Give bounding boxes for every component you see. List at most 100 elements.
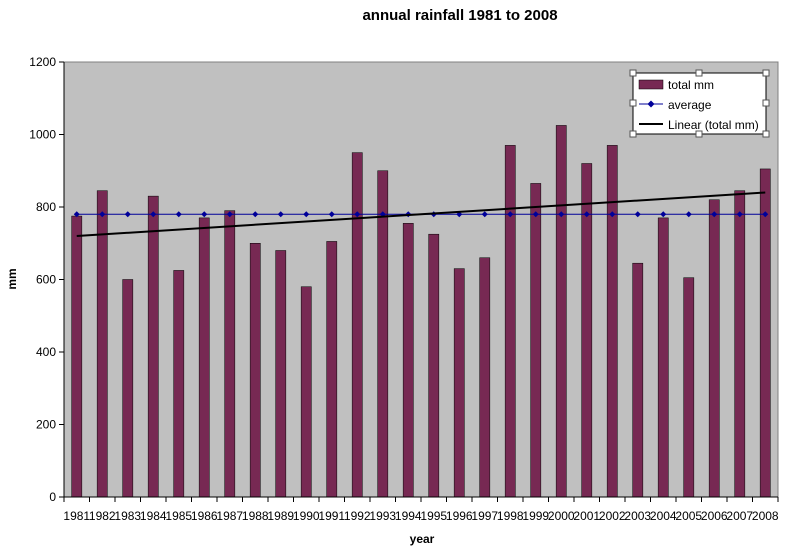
x-tick-label-2007: 2007 [726, 509, 753, 523]
legend-handle-ml[interactable] [629, 99, 637, 107]
x-tick-label-2005: 2005 [675, 509, 702, 523]
average-point-1985 [175, 211, 182, 218]
legend[interactable]: total mm average Linear (total mm) [629, 69, 770, 138]
y-axis-title: mm [5, 268, 19, 289]
average-point-1998 [507, 211, 514, 218]
chart-title: annual rainfall 1981 to 2008 [362, 7, 557, 24]
legend-label-trendline: Linear (total mm) [668, 118, 759, 132]
bar-1992 [351, 152, 363, 498]
bar-1997 [479, 257, 491, 498]
bar-1981 [71, 215, 83, 498]
average-point-1997 [481, 211, 488, 218]
bar-2005 [683, 277, 695, 498]
x-tick-label-1999: 1999 [522, 509, 549, 523]
x-axis-title: year [410, 532, 435, 546]
average-point-1983 [124, 211, 131, 218]
x-tick-label-2001: 2001 [573, 509, 600, 523]
y-axis: 0 200 400 600 800 1000 1200 [29, 55, 65, 504]
bar-2008 [759, 168, 771, 498]
x-tick-label-1997: 1997 [471, 509, 498, 523]
x-tick-label-1992: 1992 [344, 509, 371, 523]
average-point-2008 [762, 211, 769, 218]
bar-2007 [734, 190, 746, 498]
average-point-1999 [532, 211, 539, 218]
y-tick-label-1200: 1200 [29, 55, 56, 69]
legend-handle-br[interactable] [762, 130, 770, 138]
average-point-1987 [226, 211, 233, 218]
y-tick-label-1000: 1000 [29, 128, 56, 142]
y-tick-label-200: 200 [36, 418, 56, 432]
x-tick-label-1983: 1983 [114, 509, 141, 523]
average-point-1986 [201, 211, 208, 218]
bar-1989 [275, 250, 287, 498]
average-point-1981 [73, 211, 80, 218]
average-point-2004 [660, 211, 667, 218]
legend-handle-mr[interactable] [762, 99, 770, 107]
x-tick-label-1982: 1982 [89, 509, 116, 523]
x-axis: 1981198219831984198519861987198819891990… [63, 496, 779, 523]
bar-2002 [606, 145, 618, 498]
average-point-2005 [685, 211, 692, 218]
average-point-2006 [711, 211, 718, 218]
bar-1983 [122, 279, 134, 498]
x-tick-label-1981: 1981 [63, 509, 90, 523]
bar-2006 [708, 199, 720, 498]
average-series [73, 211, 769, 218]
bar-2000 [555, 125, 567, 498]
legend-handle-bm[interactable] [695, 130, 703, 138]
y-tick-label-600: 600 [36, 273, 56, 287]
average-point-1982 [99, 211, 106, 218]
x-tick-label-1998: 1998 [497, 509, 524, 523]
legend-handle-tl[interactable] [629, 69, 637, 77]
x-tick-label-1990: 1990 [293, 509, 320, 523]
bar-1996 [453, 268, 465, 498]
x-tick-label-1988: 1988 [242, 509, 269, 523]
x-tick-label-1991: 1991 [318, 509, 345, 523]
legend-label-average: average [668, 98, 712, 112]
legend-swatch-bar [638, 79, 664, 90]
x-tick-label-2006: 2006 [701, 509, 728, 523]
bar-1988 [249, 243, 261, 498]
x-tick-label-2004: 2004 [650, 509, 677, 523]
x-tick-label-1986: 1986 [191, 509, 218, 523]
bar-1995 [428, 233, 440, 498]
x-tick-label-2000: 2000 [548, 509, 575, 523]
legend-handle-tr[interactable] [762, 69, 770, 77]
y-tick-label-400: 400 [36, 345, 56, 359]
average-point-2001 [583, 211, 590, 218]
x-tick-label-1993: 1993 [369, 509, 396, 523]
bar-2003 [632, 262, 644, 498]
average-point-1984 [150, 211, 157, 218]
average-point-1990 [303, 211, 310, 218]
legend-label-total: total mm [668, 78, 714, 92]
y-tick-label-800: 800 [36, 200, 56, 214]
x-tick-label-1985: 1985 [165, 509, 192, 523]
legend-handle-bl[interactable] [629, 130, 637, 138]
bar-1993 [377, 170, 389, 498]
bar-2004 [657, 217, 669, 498]
x-tick-label-1987: 1987 [216, 509, 243, 523]
bar-1987 [224, 210, 236, 498]
x-tick-label-1984: 1984 [140, 509, 167, 523]
bar-1999 [530, 183, 542, 498]
trendline-series [76, 191, 766, 237]
bar-1990 [300, 286, 312, 498]
average-point-2003 [634, 211, 641, 218]
average-point-2007 [736, 211, 743, 218]
average-point-1991 [328, 211, 335, 218]
bar-1984 [147, 195, 159, 498]
legend-marker-average [647, 100, 655, 108]
bar-1982 [96, 190, 108, 498]
y-tick-label-0: 0 [49, 490, 56, 504]
bar-1998 [504, 145, 516, 498]
bar-1986 [198, 217, 210, 498]
x-tick-label-2003: 2003 [624, 509, 651, 523]
x-tick-label-2002: 2002 [599, 509, 626, 523]
x-tick-label-1994: 1994 [395, 509, 422, 523]
legend-handle-tm[interactable] [695, 69, 703, 77]
bar-1985 [173, 270, 185, 498]
bar-1994 [402, 223, 414, 498]
x-tick-label-2008: 2008 [752, 509, 779, 523]
x-tick-label-1996: 1996 [446, 509, 473, 523]
